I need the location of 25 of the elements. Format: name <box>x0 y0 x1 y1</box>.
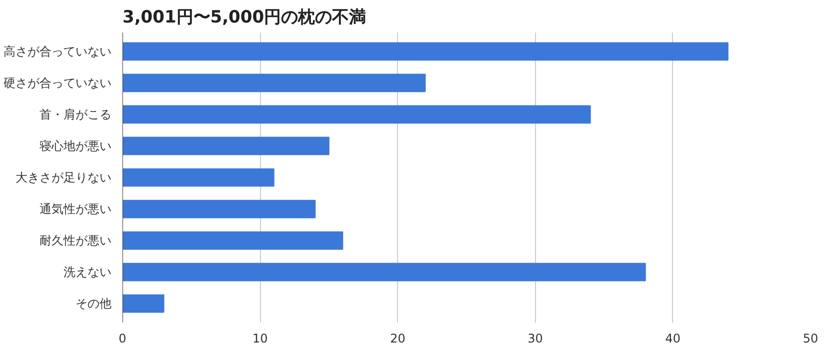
y-tick-label: その他 <box>76 296 112 311</box>
bar <box>122 262 646 282</box>
y-tick-label: 高さが合っていない <box>4 44 112 58</box>
x-tick-label: 40 <box>665 332 681 346</box>
y-tick-label: 耐久性が悪い <box>40 234 112 248</box>
y-tick-label: 通気性が悪い <box>40 202 112 216</box>
x-tick-label: 30 <box>528 332 543 346</box>
bar <box>122 168 274 187</box>
x-tick-label: 20 <box>390 332 406 346</box>
bar <box>122 200 316 218</box>
chart-title: 3,001円〜5,000円の枕の不満 <box>122 8 366 28</box>
x-tick-label: 10 <box>252 332 268 346</box>
bar <box>122 42 728 61</box>
bar <box>122 294 164 313</box>
y-tick-label: 硬さが合っていない <box>4 76 112 90</box>
bar <box>122 105 591 124</box>
y-tick-label: 洗えない <box>64 265 112 280</box>
y-tick-label: 首・肩がこる <box>40 107 112 122</box>
bar <box>122 136 330 156</box>
x-tick-label: 0 <box>118 332 126 346</box>
bar <box>122 74 426 92</box>
bar <box>122 231 344 250</box>
x-tick-label: 50 <box>802 332 818 346</box>
y-tick-label: 大きさが足りない <box>16 170 112 184</box>
y-tick-label: 寝心地が悪い <box>40 138 112 153</box>
